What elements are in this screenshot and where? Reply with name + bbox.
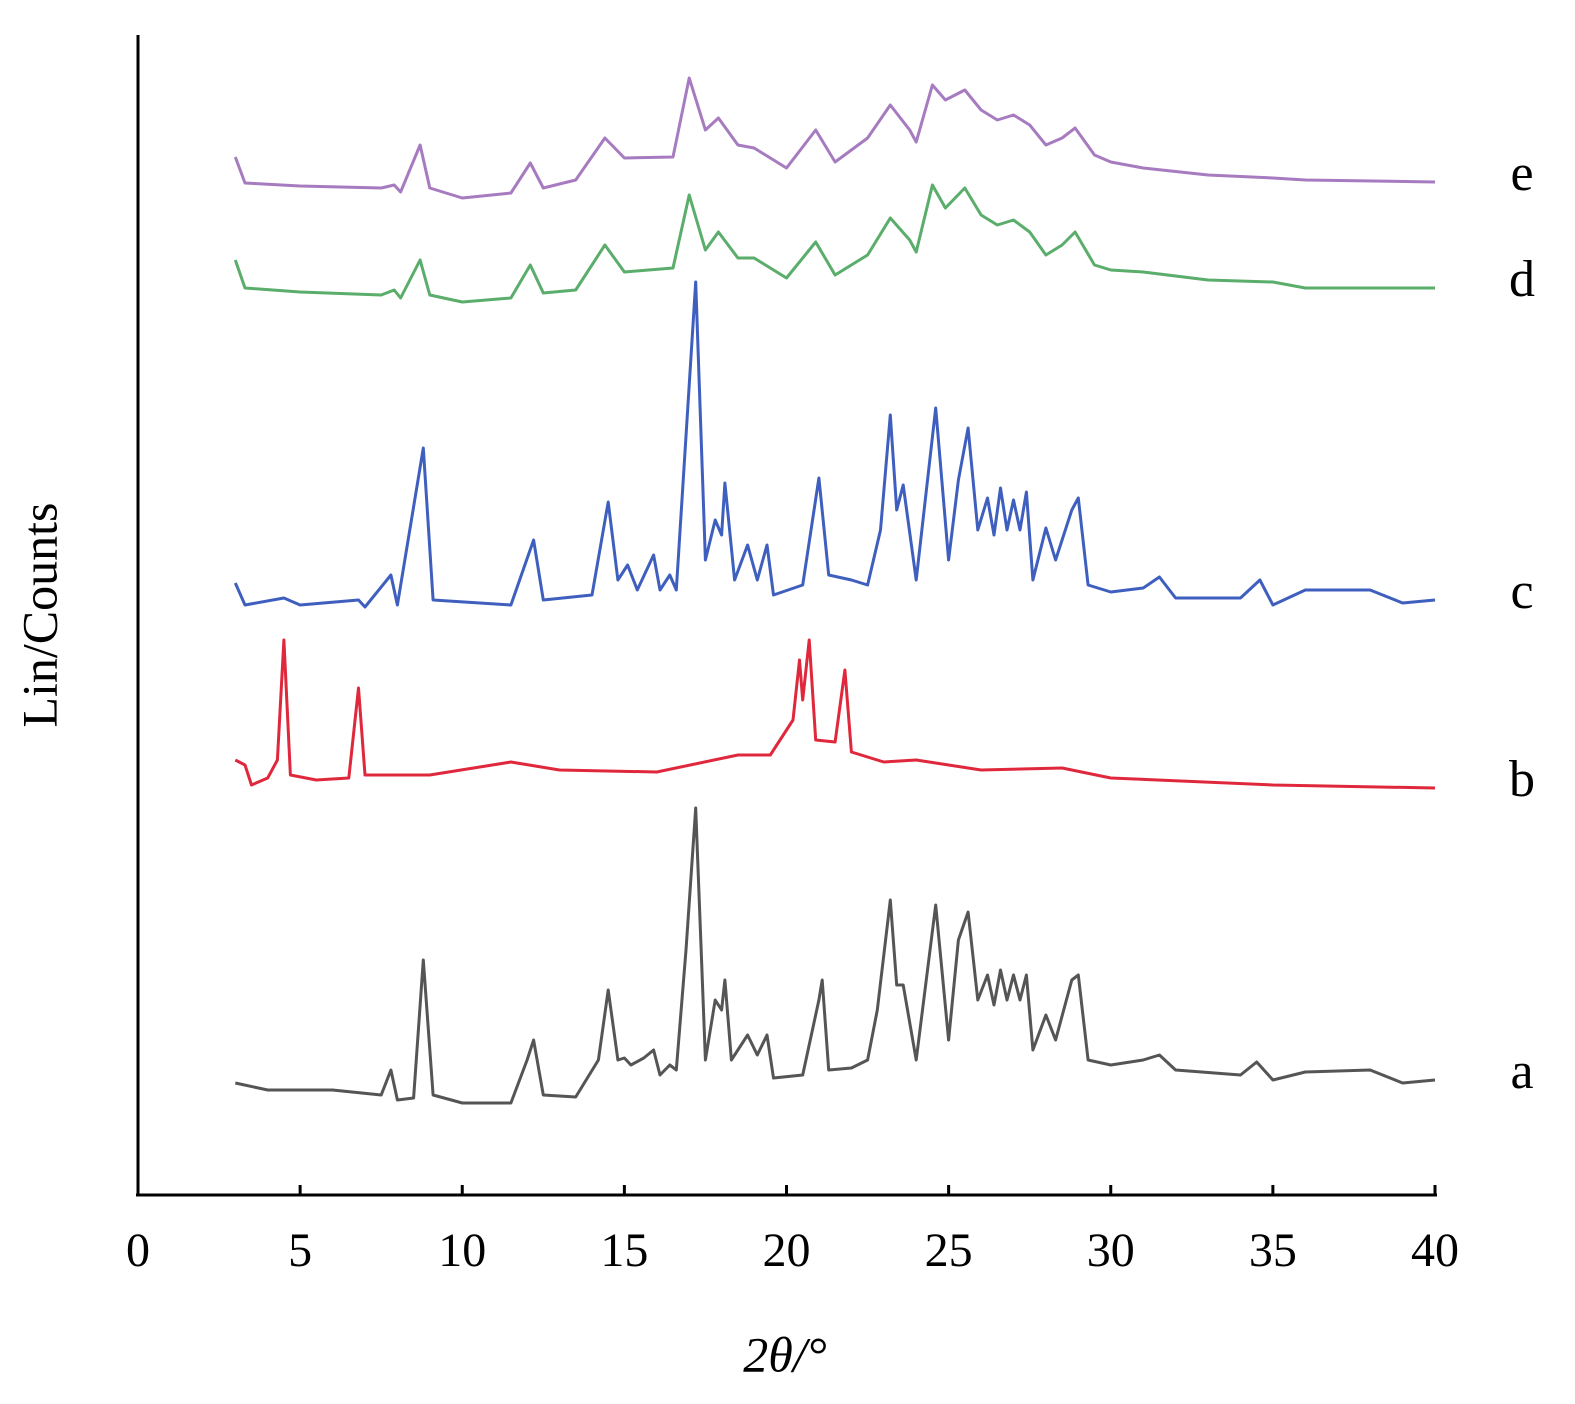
series-label: a <box>1510 1043 1533 1100</box>
x-tick-label: 35 <box>1249 1224 1297 1277</box>
x-tick-label: 0 <box>126 1224 150 1277</box>
x-tick-label: 20 <box>763 1224 811 1277</box>
series-line <box>233 183 1435 304</box>
series-label: e <box>1510 145 1533 202</box>
series-label: b <box>1509 751 1535 808</box>
series-line <box>234 806 1436 1105</box>
x-tick-label: 25 <box>925 1224 973 1277</box>
x-tick-label: 10 <box>438 1224 486 1277</box>
x-tick-label: 40 <box>1411 1224 1459 1277</box>
series-line <box>233 76 1436 200</box>
y-axis-label: Lin/Counts <box>11 502 67 727</box>
x-axis-label: 2θ/° <box>743 1326 826 1382</box>
series-label: d <box>1509 251 1535 308</box>
x-tick-label: 5 <box>288 1224 312 1277</box>
x-tick-label: 30 <box>1087 1224 1135 1277</box>
series-label: c <box>1510 563 1533 620</box>
series-line <box>234 638 1436 790</box>
series-line <box>233 280 1436 609</box>
x-tick-label: 15 <box>600 1224 648 1277</box>
